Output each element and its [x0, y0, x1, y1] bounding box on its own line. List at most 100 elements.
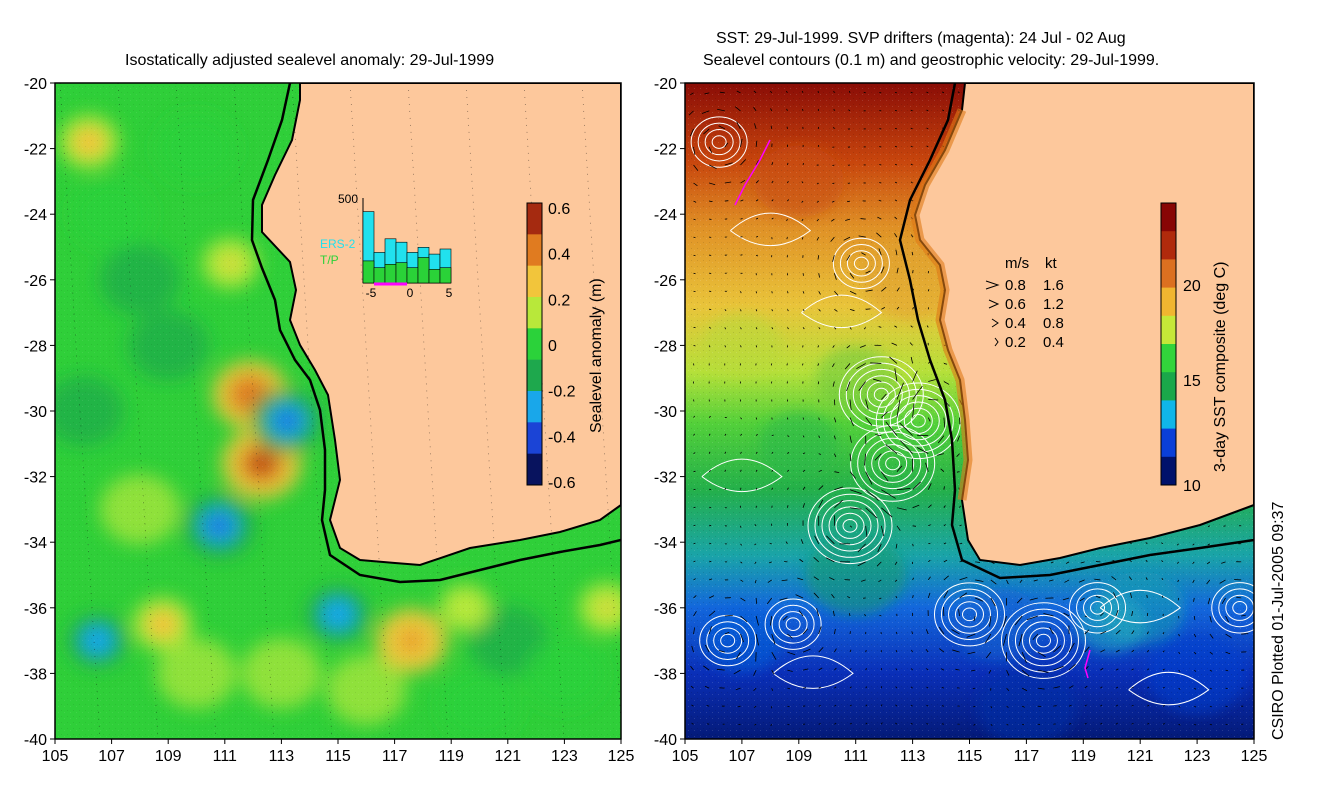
velocity-arrow [708, 345, 711, 348]
velocity-arrow [927, 576, 931, 581]
velocity-arrow [1206, 579, 1211, 585]
velocity-arrow [1026, 615, 1038, 621]
velocity-arrow [1177, 561, 1179, 564]
velocity-arrow [955, 668, 960, 671]
velocity-arrow [787, 651, 796, 656]
velocity-arrow [881, 286, 887, 292]
velocity-arrow [826, 557, 835, 563]
inset-tp-bar [373, 267, 386, 284]
velocity-arrow [740, 199, 744, 202]
velocity-arrow [1147, 686, 1150, 689]
velocity-arrow [896, 465, 903, 472]
velocity-arrow [1115, 649, 1120, 653]
velocity-arrow [1162, 632, 1165, 635]
velocity-arrow [818, 273, 820, 278]
velocity-arrow [709, 164, 717, 170]
velocity-legend-arrow [988, 299, 1000, 309]
velocity-arrow [724, 469, 726, 472]
velocity-arrow [770, 125, 773, 130]
velocity-arrow [881, 306, 886, 310]
velocity-arrow [802, 503, 805, 508]
velocity-arrow [1095, 595, 1101, 599]
left-ytick-label: -34 [24, 535, 47, 552]
velocity-arrow [857, 543, 866, 553]
velocity-arrow [801, 181, 804, 184]
inset-tp-bar [384, 263, 397, 284]
velocity-arrow [724, 181, 732, 184]
velocity-arrow [802, 668, 809, 671]
velocity-arrow [1050, 561, 1054, 564]
right-ytick-label: -34 [654, 535, 677, 552]
sst-colorbar: 20 15 10 [1160, 202, 1201, 495]
velocity-arrow [859, 345, 866, 348]
velocity-arrow [876, 561, 882, 567]
sealevel-contour [706, 621, 750, 660]
sealevel-contour [1083, 594, 1113, 621]
velocity-arrow [926, 704, 929, 707]
velocity-arrow [957, 435, 960, 442]
left-ytick-label: -40 [24, 732, 47, 749]
velocity-arrow [801, 218, 804, 222]
velocity-arrow [818, 309, 821, 312]
velocity-arrow [1193, 633, 1197, 638]
right-xtick-label: 119 [1071, 748, 1097, 765]
right-ytick-label: -24 [654, 207, 677, 224]
inset-ers2-label: ERS-2 [320, 237, 356, 251]
velocity-arrow [865, 722, 868, 725]
velocity-arrow [880, 704, 883, 707]
velocity-arrow [802, 363, 804, 366]
velocity-arrow [818, 291, 821, 295]
left-ytick-label: -24 [24, 207, 47, 224]
velocity-arrow [771, 669, 775, 675]
velocity-arrow [691, 723, 694, 725]
velocity-arrow [1100, 630, 1107, 635]
velocity-arrow [951, 629, 960, 635]
left-colorbar-swatch [527, 297, 542, 329]
velocity-arrow [755, 433, 758, 436]
velocity-arrow [833, 628, 836, 635]
velocity-arrow [833, 273, 837, 280]
velocity-arrow [693, 595, 697, 599]
velocity-arrow [910, 127, 913, 130]
velocity-arrow [849, 290, 857, 295]
velocity-arrow [1111, 576, 1117, 581]
velocity-arrow [708, 327, 712, 329]
velocity-arrow [912, 543, 914, 547]
velocity-arrow [911, 649, 913, 653]
right-ytick-label: -32 [654, 470, 677, 487]
velocity-arrow [1065, 561, 1070, 564]
velocity-arrow [1064, 579, 1070, 583]
velocity-arrow [693, 415, 696, 418]
velocity-arrow [925, 462, 929, 472]
velocity-arrow [832, 255, 835, 262]
velocity-arrow [952, 649, 960, 653]
inset-tp-bar [428, 269, 441, 284]
sealevel-contour [866, 381, 896, 408]
velocity-arrow [817, 345, 820, 348]
velocity-arrow [1162, 723, 1165, 725]
sst-colorbar-tick: 20 [1183, 278, 1201, 295]
velocity-arrow [848, 613, 851, 617]
velocity-arrow [990, 706, 993, 709]
velocity-arrow [734, 106, 741, 112]
velocity-arrow [1021, 651, 1027, 664]
velocity-arrow [1146, 631, 1149, 635]
velocity-arrow [709, 560, 712, 563]
velocity-arrow [724, 614, 733, 617]
velocity-arrow [865, 417, 873, 426]
velocity-arrow [755, 327, 758, 330]
velocity-arrow [894, 181, 898, 184]
sealevel-contour [934, 582, 1005, 647]
velocity-arrow [1161, 577, 1164, 581]
right-xtick-label: 121 [1127, 748, 1154, 765]
velocity-arrow [910, 704, 913, 707]
velocity-arrow [755, 217, 759, 220]
velocity-arrow [973, 723, 976, 726]
velocity-legend-kt-value: 0.4 [1043, 334, 1064, 351]
velocity-arrow [910, 181, 913, 184]
velocity-arrow [787, 452, 790, 454]
velocity-arrow [769, 615, 773, 626]
sealevel-contour [1232, 601, 1248, 615]
velocity-arrow [1128, 576, 1132, 581]
velocity-arrow [1178, 687, 1181, 690]
